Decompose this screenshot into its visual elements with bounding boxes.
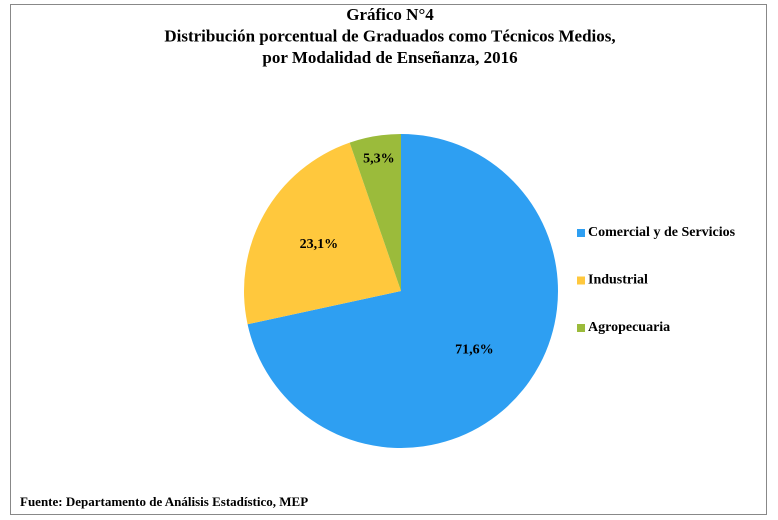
pie-slice [247, 134, 559, 449]
chart-title: por Modalidad de Enseñanza, 2016 [262, 48, 517, 67]
chart-title: Gráfico N°4 [346, 5, 434, 24]
data-label: 71,6% [455, 342, 494, 357]
pie-slice [349, 134, 401, 291]
data-label: 23,1% [300, 237, 339, 252]
source-note: Fuente: Departamento de Análisis Estadís… [20, 494, 308, 509]
legend-swatch [577, 229, 585, 237]
legend-label: Agropecuaria [588, 320, 670, 335]
legend-label: Industrial [588, 273, 648, 288]
data-label: 5,3% [363, 152, 395, 167]
legend-label: Comercial y de Servicios [588, 225, 736, 240]
chart-title: Distribución porcentual de Graduados com… [164, 26, 615, 45]
legend-swatch [577, 324, 585, 332]
pie-slice [244, 142, 401, 325]
legend-swatch [577, 276, 585, 285]
